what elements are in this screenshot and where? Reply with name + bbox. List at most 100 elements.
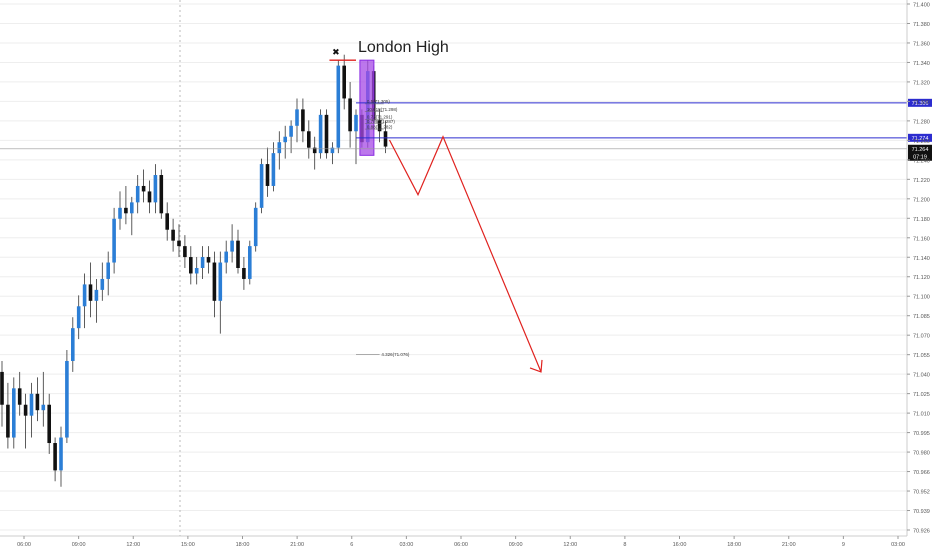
candle xyxy=(71,317,75,372)
candle-body xyxy=(6,404,10,438)
candle xyxy=(118,191,122,230)
candle xyxy=(65,350,69,444)
candle-body xyxy=(29,393,34,416)
y-tick-label: 71.400 xyxy=(913,3,930,9)
candle xyxy=(271,142,276,192)
candle-body xyxy=(212,262,217,301)
candle xyxy=(330,142,335,165)
y-tick-label: 71.280 xyxy=(913,119,930,125)
y-tick-label: 71.360 xyxy=(913,41,930,47)
candle-body xyxy=(230,240,234,252)
candle xyxy=(259,158,264,214)
time-axis[interactable]: 06:00 09:00 12:00 15:00 18:00 21:00 6 03:00 06:0… xyxy=(0,535,907,548)
y-tick-label: 70.952 xyxy=(913,490,930,496)
y-tick-label: 71.085 xyxy=(913,314,930,320)
candle-body xyxy=(330,147,335,154)
y-tick-label: 71.340 xyxy=(913,61,930,67)
candle-body xyxy=(112,218,116,263)
candle xyxy=(165,202,169,241)
candle-body xyxy=(53,443,57,471)
candle-body xyxy=(12,388,16,438)
price-axis[interactable]: 71.400 71.380 71.360 71.340 71.320 71.300 71.2… xyxy=(906,0,930,536)
candle-body xyxy=(265,164,270,186)
level-price-label: 71.306 xyxy=(912,101,929,107)
candle-body xyxy=(94,289,99,301)
projection-path[interactable] xyxy=(388,135,542,373)
candle xyxy=(312,136,317,170)
candle xyxy=(82,273,87,329)
candle xyxy=(377,109,382,143)
candle-body xyxy=(0,371,4,405)
candle xyxy=(283,125,287,159)
y-tick-label: 71.025 xyxy=(913,392,930,398)
candle-body xyxy=(23,404,28,416)
candle-body xyxy=(301,109,305,132)
current-price-label: 71.264 xyxy=(912,147,929,153)
x-tick-label: 8 xyxy=(623,542,626,548)
london-high-label[interactable]: London High xyxy=(358,39,449,56)
candle xyxy=(242,257,246,290)
candle-body xyxy=(200,257,205,268)
candle-body xyxy=(271,153,276,186)
candle xyxy=(218,251,223,334)
fib-label: 0.5(71.305) xyxy=(367,99,391,104)
candle xyxy=(200,246,205,279)
candle-body xyxy=(171,229,175,241)
candle xyxy=(12,377,16,449)
candle xyxy=(41,371,46,427)
candle-body xyxy=(130,202,134,214)
candle-body xyxy=(377,120,382,132)
candle-body xyxy=(153,175,158,203)
candle-body xyxy=(106,262,110,279)
y-tick-label: 71.200 xyxy=(913,197,930,203)
candle-body xyxy=(248,246,252,279)
y-tick-label: 71.040 xyxy=(913,373,930,379)
candle-body xyxy=(348,98,352,132)
candle xyxy=(17,371,22,416)
candle-body xyxy=(47,404,51,444)
candle xyxy=(206,246,211,274)
candle xyxy=(53,437,57,482)
candle-body xyxy=(147,191,152,203)
candle xyxy=(342,54,346,110)
candle xyxy=(183,235,187,268)
x-tick-label: 03:00 xyxy=(399,542,413,548)
candle xyxy=(159,169,164,219)
candle xyxy=(135,175,140,214)
candle xyxy=(29,382,34,438)
candle-body xyxy=(141,185,146,192)
candle-body xyxy=(312,147,317,154)
candle xyxy=(112,207,116,274)
y-tick-label: 70.966 xyxy=(913,470,930,476)
candle xyxy=(324,109,329,159)
candle xyxy=(124,185,128,225)
y-tick-label: 71.180 xyxy=(913,217,930,223)
candle xyxy=(6,382,10,449)
candle-body xyxy=(189,257,193,274)
candle xyxy=(194,257,199,285)
candle-body xyxy=(277,142,282,154)
level-price-label: 71.274 xyxy=(912,136,929,142)
x-tick-label: 18:00 xyxy=(727,542,741,548)
candle-body xyxy=(35,393,40,411)
y-tick-label: 70.995 xyxy=(913,431,930,437)
candle xyxy=(307,120,311,159)
highlight-box[interactable] xyxy=(359,59,375,156)
candle-body xyxy=(165,213,169,230)
x-tick-label: 06:00 xyxy=(17,542,31,548)
candle xyxy=(277,131,282,170)
y-tick-label: 71.120 xyxy=(913,275,930,281)
current-price-tag xyxy=(908,144,932,161)
candle-body xyxy=(177,240,181,247)
x-tick-label: 6 xyxy=(350,542,353,548)
y-tick-label: 71.380 xyxy=(913,22,930,28)
candle xyxy=(383,120,388,154)
x-tick-label: 21:00 xyxy=(782,542,796,548)
fib-label: 10.618(71.298) xyxy=(367,107,398,112)
y-tick-label: 71.100 xyxy=(913,295,930,301)
candle-body xyxy=(183,246,187,258)
y-tick-label: 70.926 xyxy=(913,529,930,535)
candle-body xyxy=(59,437,63,471)
candle xyxy=(177,224,181,258)
